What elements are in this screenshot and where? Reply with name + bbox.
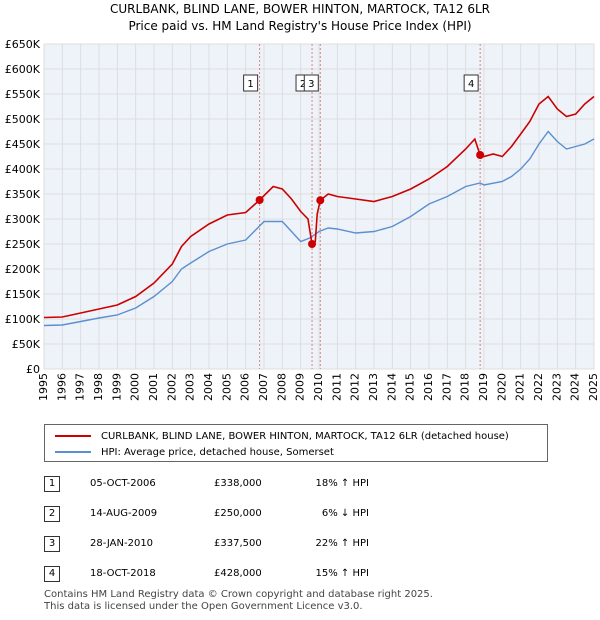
x-tick-label: 2000 bbox=[129, 373, 142, 401]
x-axis-labels: 1995 1996 1997 1998 1999 2000 2001 2002 2003 2004… bbox=[37, 373, 600, 401]
y-tick-label: £100K bbox=[5, 313, 41, 326]
x-tick-label: 2020 bbox=[495, 373, 508, 401]
x-tick-label: 2004 bbox=[202, 373, 215, 401]
transaction-number: 1 bbox=[44, 476, 60, 492]
y-tick-label: £0 bbox=[26, 363, 40, 376]
transaction-label-box bbox=[303, 74, 319, 92]
transaction-row: 3 28-JAN-2010 £337,500 22% ↑ HPI bbox=[44, 536, 564, 554]
x-tick-label: 2006 bbox=[239, 373, 252, 401]
transaction-row: 4 18-OCT-2018 £428,000 15% ↑ HPI bbox=[44, 566, 564, 584]
transaction-number: 3 bbox=[44, 536, 60, 552]
x-tick-label: 2003 bbox=[184, 373, 197, 401]
y-tick-label: £50K bbox=[12, 338, 41, 351]
y-tick-label: £450K bbox=[5, 138, 41, 151]
transaction-row: 2 14-AUG-2009 £250,000 6% ↓ HPI bbox=[44, 506, 564, 524]
x-tick-label: 2014 bbox=[385, 373, 398, 401]
y-tick-label: £550K bbox=[5, 88, 41, 101]
x-tick-label: 2013 bbox=[367, 373, 380, 401]
transaction-point bbox=[476, 151, 485, 159]
transaction-label-text: 4 bbox=[468, 79, 474, 90]
transaction-points bbox=[255, 151, 485, 248]
transaction-price: £337,500 bbox=[214, 538, 262, 549]
transaction-date: 18-OCT-2018 bbox=[90, 568, 156, 579]
x-tick-label: 2021 bbox=[514, 373, 527, 401]
transaction-hpi: 6% ↓ HPI bbox=[321, 508, 369, 519]
chart-title-line2: Price paid vs. HM Land Registry's House … bbox=[128, 19, 472, 33]
transaction-date: 14-AUG-2009 bbox=[90, 508, 158, 519]
legend-swatch-hpi bbox=[55, 451, 91, 453]
transaction-label-text: 3 bbox=[308, 79, 314, 90]
hpi-series-line bbox=[43, 130, 595, 327]
x-tick-label: 2010 bbox=[312, 373, 325, 401]
legend-item-price: CURLBANK, BLIND LANE, BOWER HINTON, MART… bbox=[55, 429, 509, 443]
x-tick-label: 2015 bbox=[404, 373, 417, 401]
transaction-point bbox=[308, 240, 317, 248]
legend-label-hpi: HPI: Average price, detached house, Some… bbox=[101, 446, 334, 458]
x-tick-label: 2009 bbox=[294, 373, 307, 401]
transaction-hpi: 15% ↑ HPI bbox=[315, 568, 369, 579]
x-tick-label: 1996 bbox=[55, 373, 68, 401]
legend-item-hpi: HPI: Average price, detached house, Some… bbox=[55, 445, 334, 459]
transaction-price: £338,000 bbox=[214, 478, 262, 489]
y-tick-label: £350K bbox=[5, 188, 41, 201]
x-tick-label: 2018 bbox=[459, 373, 472, 401]
transaction-number: 4 bbox=[44, 566, 60, 582]
transaction-hpi: 22% ↑ HPI bbox=[315, 538, 369, 549]
x-tick-label: 2023 bbox=[550, 373, 563, 401]
transaction-price: £428,000 bbox=[214, 568, 262, 579]
x-tick-label: 2024 bbox=[569, 373, 582, 401]
transaction-label-box bbox=[463, 74, 479, 92]
x-tick-label: 2022 bbox=[532, 373, 545, 401]
y-tick-label: £400K bbox=[5, 163, 41, 176]
x-tick-label: 2007 bbox=[257, 373, 270, 401]
chart-title-line1: CURLBANK, BLIND LANE, BOWER HINTON, MART… bbox=[110, 2, 490, 16]
y-tick-label: £300K bbox=[5, 213, 41, 226]
transaction-label-box bbox=[243, 74, 259, 92]
x-tick-label: 1995 bbox=[37, 373, 50, 401]
x-tick-label: 2002 bbox=[165, 373, 178, 401]
line-chart: £0 £50K £100K £150K £200K £250K £300K £350K £400… bbox=[5, 38, 600, 401]
transaction-price: £250,000 bbox=[214, 508, 262, 519]
transaction-label-text: 1 bbox=[247, 79, 253, 90]
footer-licence: This data is licensed under the Open Gov… bbox=[44, 601, 363, 612]
x-tick-label: 2008 bbox=[275, 373, 288, 401]
y-axis-labels: £0 £50K £100K £150K £200K £250K £300K £350K £400… bbox=[5, 38, 41, 376]
x-tick-label: 1998 bbox=[92, 373, 105, 401]
grid-lines bbox=[43, 43, 595, 370]
footer-copyright: Contains HM Land Registry data © Crown c… bbox=[44, 589, 433, 600]
y-tick-label: £200K bbox=[5, 263, 41, 276]
x-tick-label: 2019 bbox=[477, 373, 490, 401]
y-tick-label: £150K bbox=[5, 288, 41, 301]
y-tick-label: £250K bbox=[5, 238, 41, 251]
transaction-point bbox=[255, 196, 264, 204]
x-tick-label: 2017 bbox=[440, 373, 453, 401]
legend: CURLBANK, BLIND LANE, BOWER HINTON, MART… bbox=[44, 424, 548, 462]
legend-label-price: CURLBANK, BLIND LANE, BOWER HINTON, MART… bbox=[101, 430, 509, 442]
x-tick-label: 2001 bbox=[147, 373, 160, 401]
transaction-hpi: 18% ↑ HPI bbox=[315, 478, 369, 489]
transaction-row: 1 05-OCT-2006 £338,000 18% ↑ HPI bbox=[44, 476, 564, 494]
x-tick-label: 2025 bbox=[587, 373, 600, 401]
legend-swatch-price bbox=[55, 435, 91, 437]
transaction-point bbox=[316, 196, 325, 205]
y-tick-label: £600K bbox=[5, 63, 41, 76]
price-series-line bbox=[43, 95, 595, 319]
x-tick-label: 2011 bbox=[330, 373, 343, 401]
x-tick-label: 2012 bbox=[349, 373, 362, 401]
x-tick-label: 1999 bbox=[110, 373, 123, 401]
transaction-number: 2 bbox=[44, 506, 60, 522]
x-tick-label: 1997 bbox=[74, 373, 87, 401]
transaction-label-text: 2 bbox=[300, 79, 306, 90]
x-tick-label: 2016 bbox=[422, 373, 435, 401]
transaction-date: 05-OCT-2006 bbox=[90, 478, 156, 489]
y-tick-label: £650K bbox=[5, 38, 41, 51]
transaction-date: 28-JAN-2010 bbox=[90, 538, 154, 549]
y-tick-label: £500K bbox=[5, 113, 41, 126]
x-tick-label: 2005 bbox=[220, 373, 233, 401]
